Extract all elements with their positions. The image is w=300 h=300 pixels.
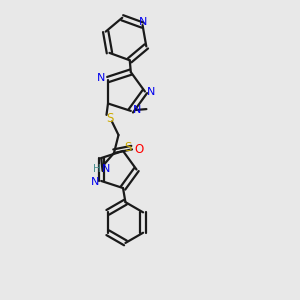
Text: N: N [90, 177, 99, 187]
Text: S: S [125, 142, 132, 154]
Text: O: O [134, 143, 143, 156]
Text: N: N [133, 105, 142, 115]
Text: S: S [106, 112, 113, 125]
Text: N: N [101, 164, 110, 174]
Text: H: H [93, 164, 101, 174]
Text: N: N [97, 73, 106, 83]
Text: N: N [139, 16, 148, 26]
Text: N: N [147, 86, 156, 97]
